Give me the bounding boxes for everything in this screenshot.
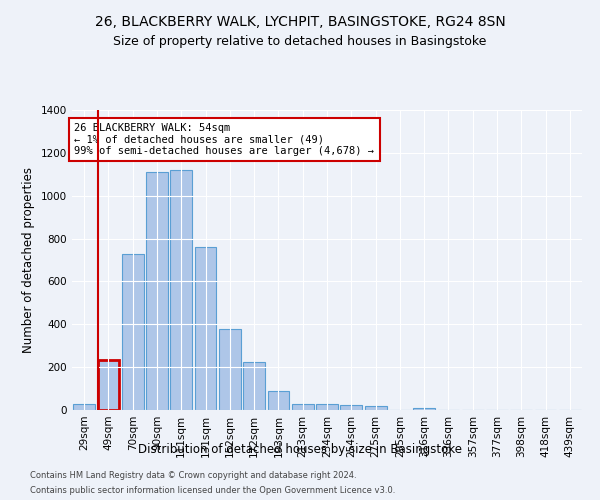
Text: Contains public sector information licensed under the Open Government Licence v3: Contains public sector information licen…: [30, 486, 395, 495]
Bar: [268, 391, 289, 410]
Bar: [365, 406, 386, 410]
Bar: [170, 170, 192, 410]
Bar: [316, 404, 338, 410]
Bar: [243, 362, 265, 410]
Bar: [413, 408, 435, 410]
Text: Contains HM Land Registry data © Crown copyright and database right 2024.: Contains HM Land Registry data © Crown c…: [30, 471, 356, 480]
Bar: [146, 172, 168, 410]
Bar: [122, 254, 143, 410]
Y-axis label: Number of detached properties: Number of detached properties: [22, 167, 35, 353]
Bar: [194, 247, 217, 410]
Text: Distribution of detached houses by size in Basingstoke: Distribution of detached houses by size …: [138, 442, 462, 456]
Bar: [219, 329, 241, 410]
Bar: [340, 406, 362, 410]
Text: 26, BLACKBERRY WALK, LYCHPIT, BASINGSTOKE, RG24 8SN: 26, BLACKBERRY WALK, LYCHPIT, BASINGSTOK…: [95, 15, 505, 29]
Bar: [73, 404, 95, 410]
Bar: [292, 404, 314, 410]
Text: 26 BLACKBERRY WALK: 54sqm
← 1% of detached houses are smaller (49)
99% of semi-d: 26 BLACKBERRY WALK: 54sqm ← 1% of detach…: [74, 123, 374, 156]
Bar: [97, 360, 119, 410]
Text: Size of property relative to detached houses in Basingstoke: Size of property relative to detached ho…: [113, 35, 487, 48]
